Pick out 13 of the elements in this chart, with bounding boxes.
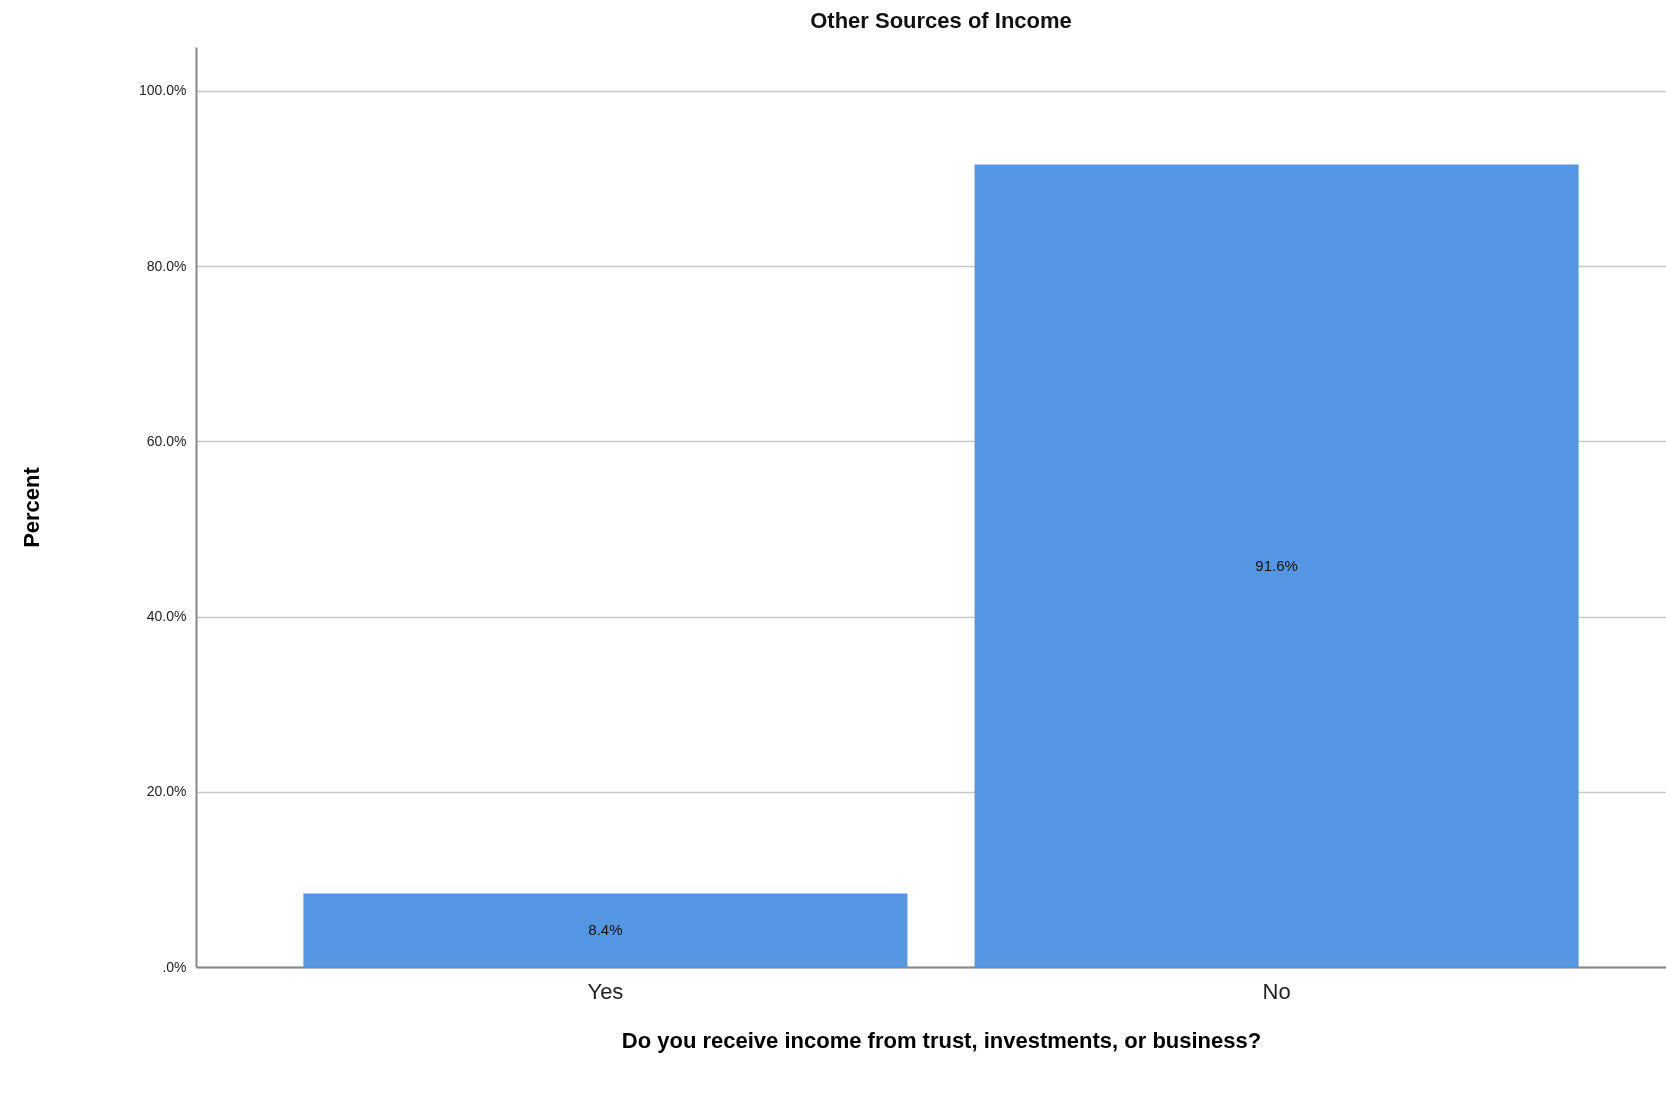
- y-tick-label: 20.0%: [146, 783, 187, 800]
- chart-title: Other Sources of Income: [810, 8, 1072, 33]
- x-tick-label: No: [1262, 978, 1291, 1004]
- y-tick-label: 60.0%: [146, 432, 187, 449]
- y-axis-title: Percent: [19, 466, 45, 548]
- y-tick-label: 40.0%: [146, 608, 187, 625]
- y-tick-label: 80.0%: [146, 257, 187, 274]
- y-tick-label: .0%: [162, 958, 187, 975]
- x-axis-title: Do you receive income from trust, investments, or business?: [621, 1027, 1262, 1053]
- y-tick-label: 100.0%: [139, 82, 187, 99]
- x-tick-label: Yes: [587, 978, 624, 1004]
- data-label: 91.6%: [1255, 556, 1298, 574]
- data-label: 8.4%: [588, 921, 623, 939]
